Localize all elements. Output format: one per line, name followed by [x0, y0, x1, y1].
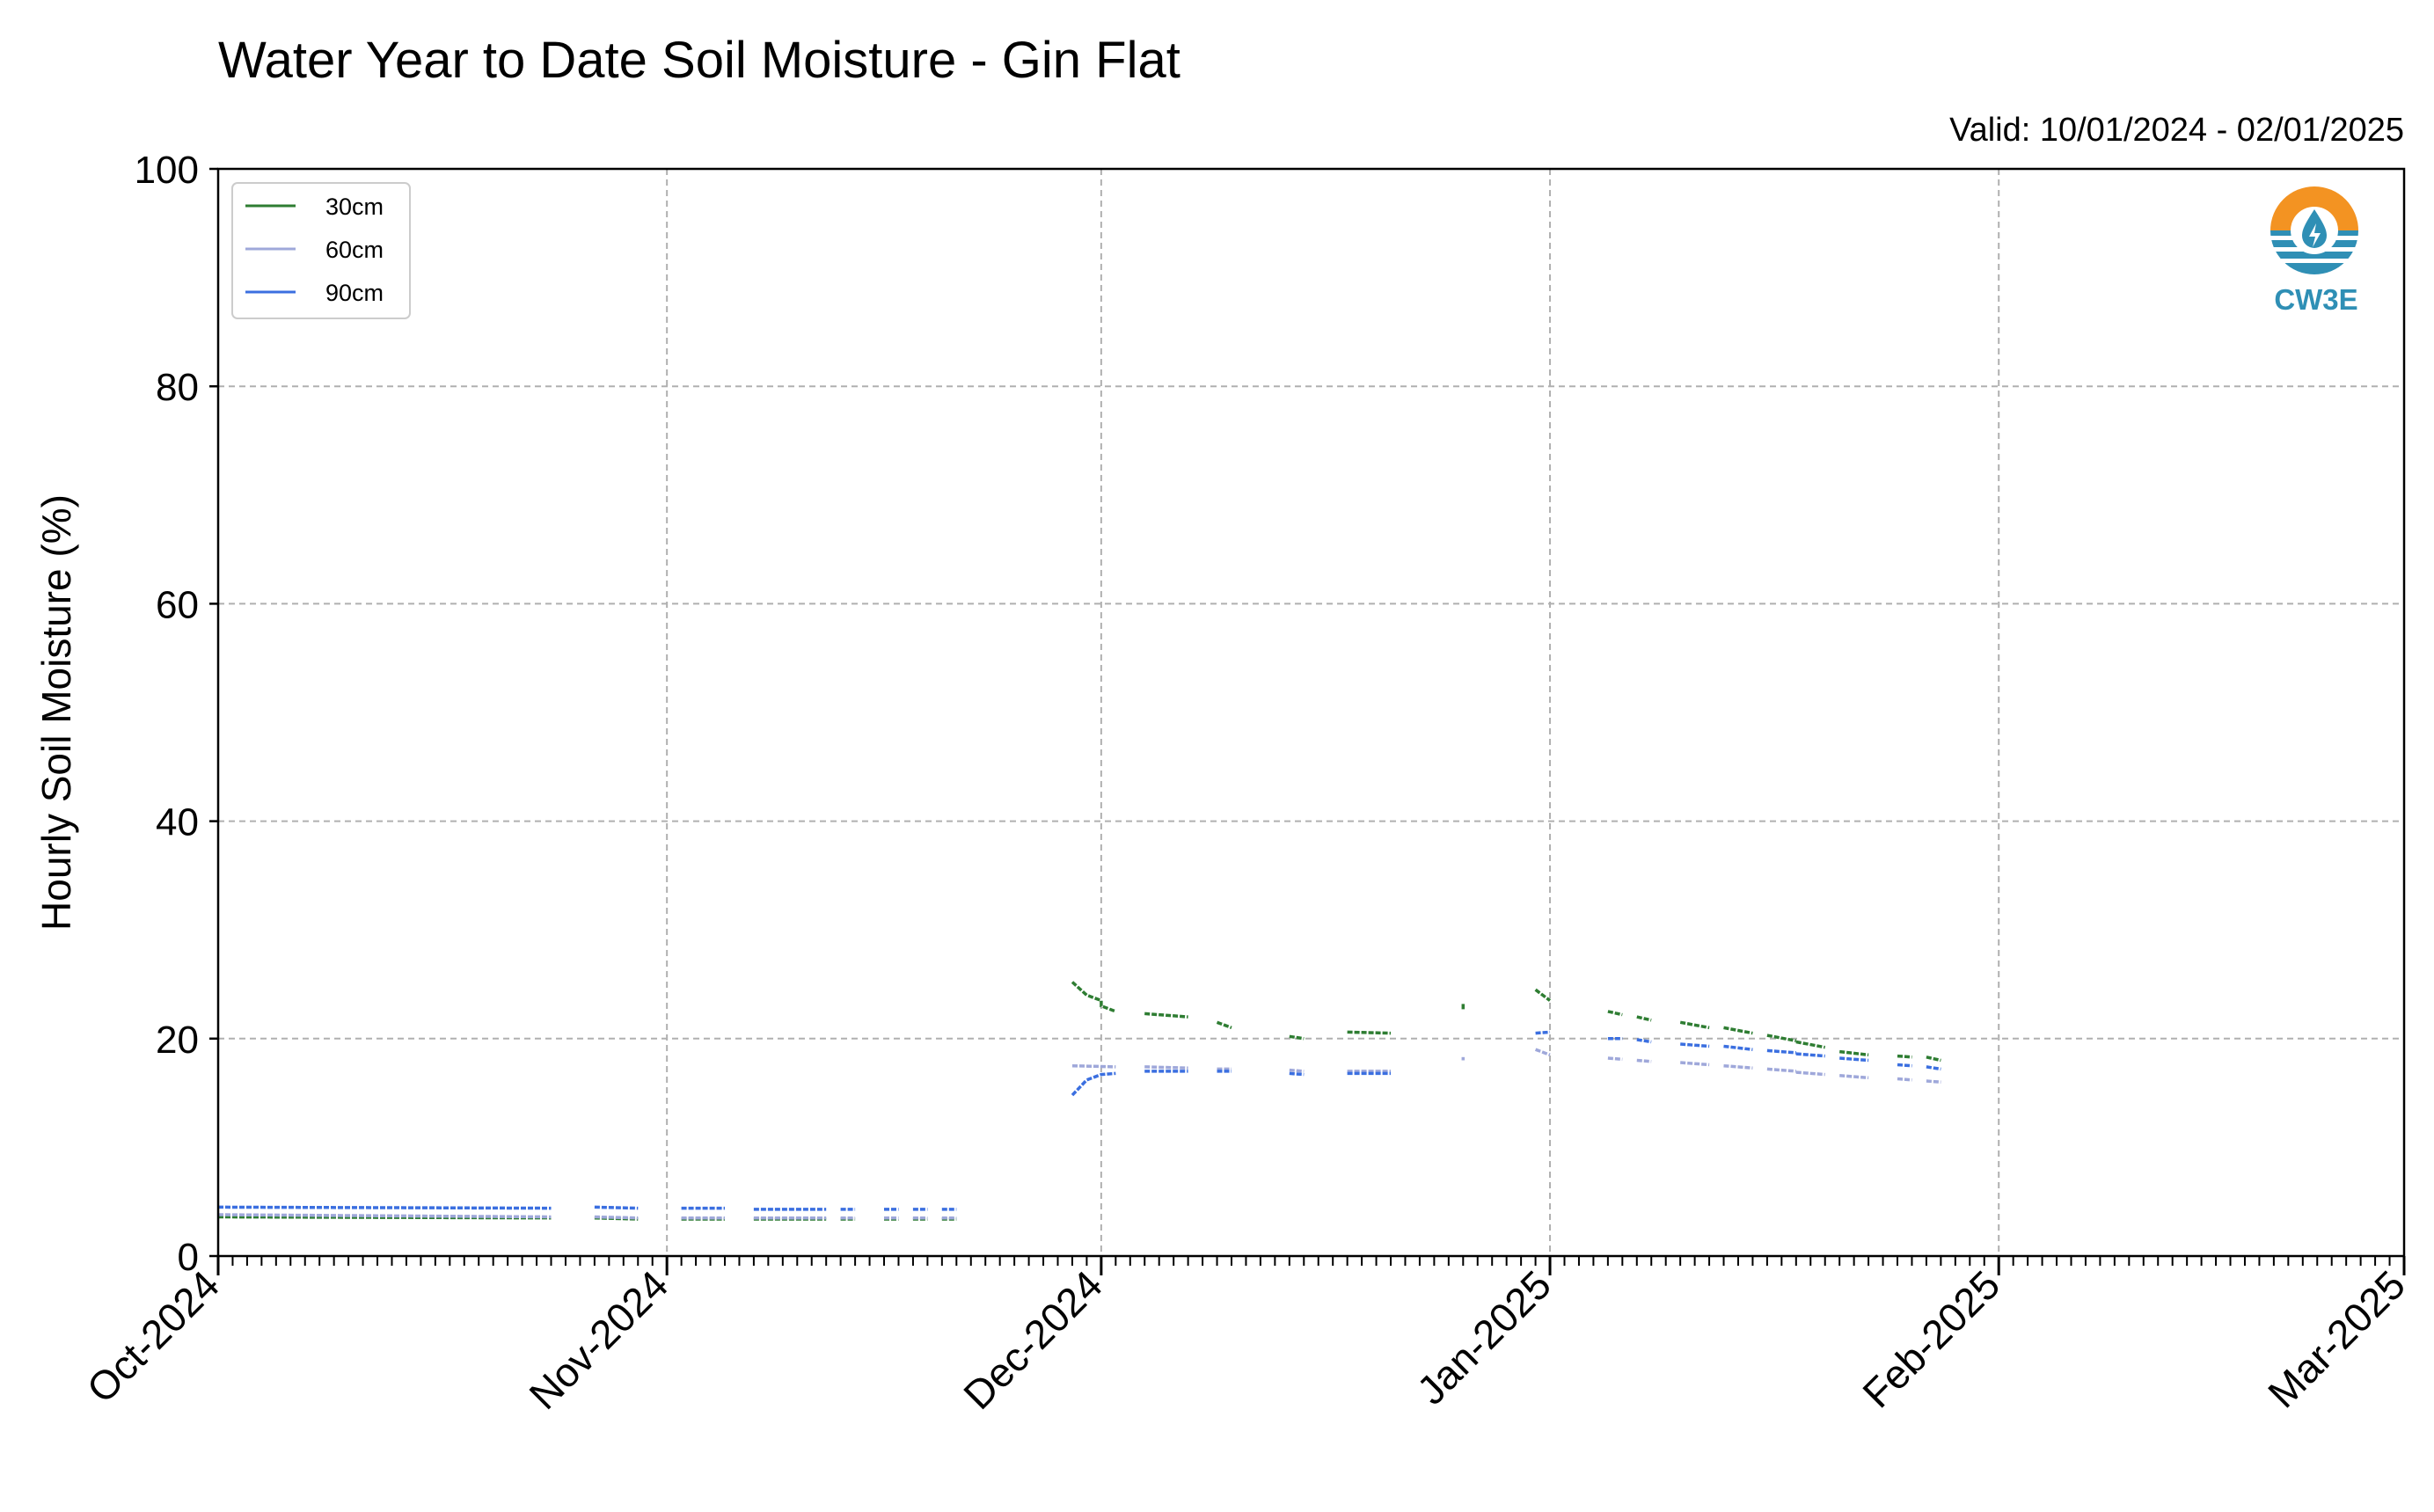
- series-90cm: [217, 1030, 1941, 1211]
- cw3e-drop-icon: [2268, 186, 2361, 276]
- series-line-30cm: [1839, 1049, 1869, 1057]
- series-line-30cm: [1679, 1020, 1710, 1030]
- cw3e-logo: CW3E: [2268, 186, 2361, 316]
- y-tick-label: 40: [156, 801, 199, 844]
- series-line-60cm: [1607, 1056, 1623, 1062]
- series-line-30cm: [1766, 1034, 1797, 1043]
- series-line-90cm: [1289, 1071, 1305, 1077]
- series-line-30cm: [1723, 1026, 1753, 1035]
- legend-label-30cm: 30cm: [325, 194, 384, 220]
- series-line-60cm: [1723, 1063, 1753, 1070]
- series-line-60cm: [1839, 1074, 1869, 1080]
- series-line-60cm: [1636, 1058, 1652, 1063]
- legend-label-90cm: 90cm: [325, 280, 384, 306]
- chart-title: Water Year to Date Soil Moisture - Gin F…: [218, 32, 1180, 89]
- x-tick-label: Jan-2025: [1408, 1261, 1560, 1413]
- gridlines: [218, 169, 2404, 1256]
- plot-frame: [216, 167, 2406, 1258]
- series-line-90cm: [1839, 1056, 1869, 1063]
- series-line-90cm: [1535, 1030, 1551, 1035]
- y-tick-label: 100: [135, 149, 199, 192]
- series-line-90cm: [1766, 1048, 1796, 1055]
- legend-label-60cm: 60cm: [325, 237, 384, 263]
- series-line-30cm: [1289, 1034, 1305, 1041]
- series-line-60cm: [1680, 1061, 1710, 1067]
- cw3e-logo-text: CW3E: [2274, 283, 2357, 316]
- series-line-30cm: [1795, 1040, 1826, 1049]
- series-line-60cm: [1534, 1048, 1551, 1056]
- y-tick-label: 0: [178, 1236, 199, 1279]
- series-line-90cm: [1680, 1042, 1710, 1048]
- y-tick-label: 20: [156, 1019, 199, 1062]
- series-line-30cm: [1636, 1015, 1652, 1022]
- legend: 30cm 60cm 90cm: [231, 182, 411, 319]
- series-line-90cm: [1723, 1044, 1753, 1051]
- x-tick-label: Oct-2024: [78, 1261, 229, 1412]
- series-line-60cm: [1766, 1067, 1796, 1073]
- series-line-60cm: [1289, 1068, 1305, 1073]
- series-line-60cm: [1897, 1077, 1912, 1082]
- series-line-90cm: [1795, 1052, 1825, 1058]
- valid-date-range: Valid: 10/01/2024 - 02/01/2025: [1949, 112, 2404, 149]
- series-layer: [217, 981, 1941, 1221]
- ticks-layer: 0 20 40 60 80 100 Oct-2024 Nov-2024 Dec-2024 Jan-…: [78, 149, 2415, 1418]
- series-line-90cm: [1897, 1063, 1912, 1068]
- series-line-30cm: [1534, 988, 1552, 1002]
- series-line-90cm: [1071, 1071, 1116, 1097]
- series-line-60cm: [594, 1215, 639, 1220]
- y-tick-label: 80: [156, 366, 199, 409]
- series-line-30cm: [1897, 1054, 1912, 1059]
- y-tick-label: 60: [156, 583, 199, 626]
- series-line-60cm: [1795, 1070, 1825, 1077]
- x-tick-label: Nov-2024: [520, 1261, 676, 1418]
- series-line-90cm: [1636, 1038, 1652, 1044]
- legend-box: [231, 182, 411, 319]
- series-line-30cm: [1071, 981, 1116, 1013]
- series-line-60cm: [1144, 1065, 1188, 1070]
- y-axis-label: Hourly Soil Moisture (%): [33, 494, 79, 931]
- series-line-30cm: [1926, 1055, 1941, 1063]
- series-line-30cm: [1607, 1010, 1623, 1017]
- x-tick-label: Dec-2024: [954, 1261, 1111, 1418]
- series-line-60cm: [1926, 1079, 1941, 1084]
- x-tick-label: Mar-2025: [2259, 1261, 2414, 1416]
- series-line-90cm: [1926, 1065, 1941, 1071]
- x-tick-label: Feb-2025: [1853, 1261, 2008, 1416]
- series-30cm: [217, 981, 1941, 1221]
- series-line-30cm: [1347, 1030, 1392, 1035]
- series-line-30cm: [1216, 1020, 1232, 1030]
- series-line-30cm: [1144, 1012, 1188, 1019]
- series-60cm: [217, 1048, 1941, 1220]
- series-line-60cm: [1071, 1063, 1116, 1069]
- series-line-90cm: [217, 1205, 552, 1210]
- series-line-90cm: [594, 1205, 639, 1210]
- series-line-60cm: [217, 1213, 552, 1219]
